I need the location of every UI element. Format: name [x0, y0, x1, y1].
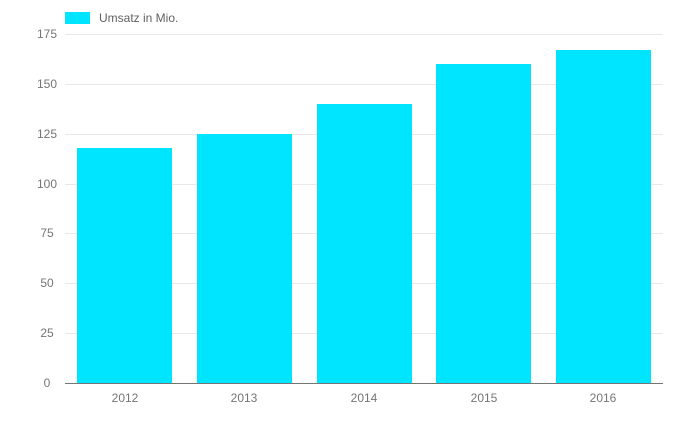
x-axis-baseline	[65, 383, 663, 384]
x-axis-label-2013: 2013	[230, 391, 258, 405]
x-axis-label-2012: 2012	[111, 391, 139, 405]
y-axis-tick-label-150: 150	[36, 77, 58, 91]
y-axis-tick-label-125: 125	[36, 127, 58, 141]
y-axis-tick-label-100: 100	[36, 177, 58, 191]
y-axis-tick-label-75: 75	[40, 226, 54, 240]
legend-label: Umsatz in Mio.	[99, 11, 179, 25]
bar-2015[interactable]	[436, 64, 531, 383]
y-axis-tick-label-0: 0	[43, 376, 51, 390]
chart-legend: Umsatz in Mio.	[65, 11, 178, 25]
gridline-150	[65, 84, 663, 85]
legend-swatch	[65, 12, 90, 24]
bar-2012[interactable]	[77, 148, 172, 383]
x-axis-label-2015: 2015	[470, 391, 498, 405]
bar-2016[interactable]	[556, 50, 651, 383]
x-axis-label-2016: 2016	[589, 391, 617, 405]
y-axis-tick-label-50: 50	[40, 276, 54, 290]
gridline-175	[65, 34, 663, 35]
y-axis-tick-label-25: 25	[40, 326, 54, 340]
y-axis-tick-label-175: 175	[36, 27, 58, 41]
bar-2014[interactable]	[317, 104, 412, 383]
x-axis-label-2014: 2014	[350, 391, 378, 405]
bar-2013[interactable]	[197, 134, 292, 383]
